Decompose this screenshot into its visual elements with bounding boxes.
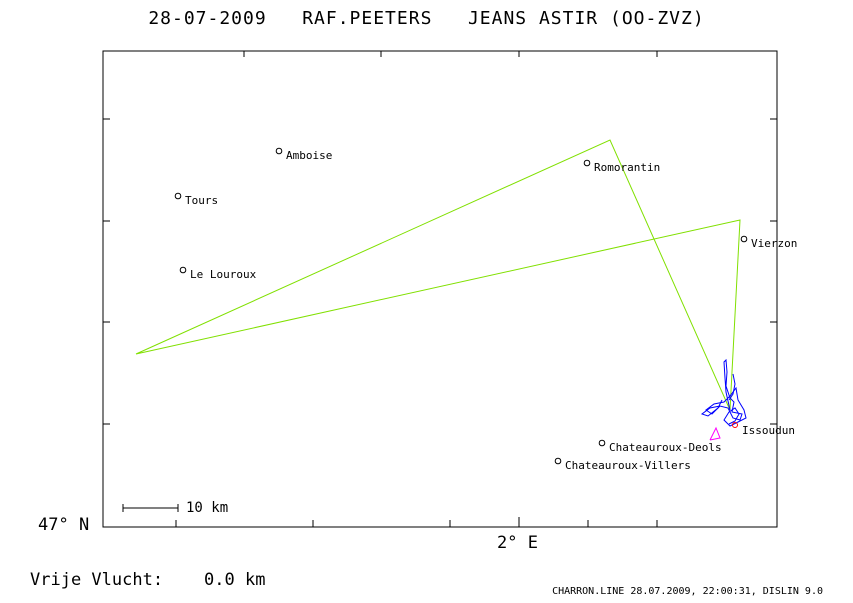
town-label-amboise: Amboise — [286, 149, 333, 162]
lat-axis-label: 47° N — [38, 515, 90, 535]
map-frame — [102, 50, 778, 528]
scale-bar — [122, 504, 179, 512]
town-label-tours: Tours — [185, 194, 219, 207]
town-label-chateauroux-villers: Chateauroux-Villers — [565, 459, 691, 472]
free-flight-label: Vrije Vlucht: — [30, 570, 164, 590]
title-pilot: RAF.PEETERS — [302, 8, 433, 29]
footer-info: CHARRON.LINE 28.07.2009, 22:00:31, DISLI… — [552, 586, 823, 597]
scale-bar-label: 10 km — [186, 500, 229, 516]
town-label-vierzon: Vierzon — [751, 237, 798, 250]
town-markers — [174, 147, 748, 465]
flight-track — [700, 358, 747, 427]
free-flight-distance: Vrije Vlucht: 0.0 km — [30, 570, 265, 590]
axis-ticks — [103, 51, 777, 527]
town-label-romorantin: Romorantin — [594, 161, 661, 174]
free-flight-value: 0.0 km — [204, 570, 266, 590]
town-label-chateauroux-deols: Chateauroux-Deols — [609, 441, 722, 454]
finish-marker — [732, 422, 738, 428]
title-glider: JEANS ASTIR (OO-ZVZ) — [467, 8, 705, 29]
town-label-le-louroux: Le Louroux — [190, 268, 257, 281]
map-title: 28-07-2009 RAF.PEETERS JEANS ASTIR (OO-Z… — [0, 8, 853, 29]
title-date: 28-07-2009 — [148, 8, 267, 29]
town-label-issoudun: Issoudun — [742, 424, 795, 437]
start-marker — [709, 426, 721, 441]
lon-axis-label: 2° E — [497, 533, 538, 553]
